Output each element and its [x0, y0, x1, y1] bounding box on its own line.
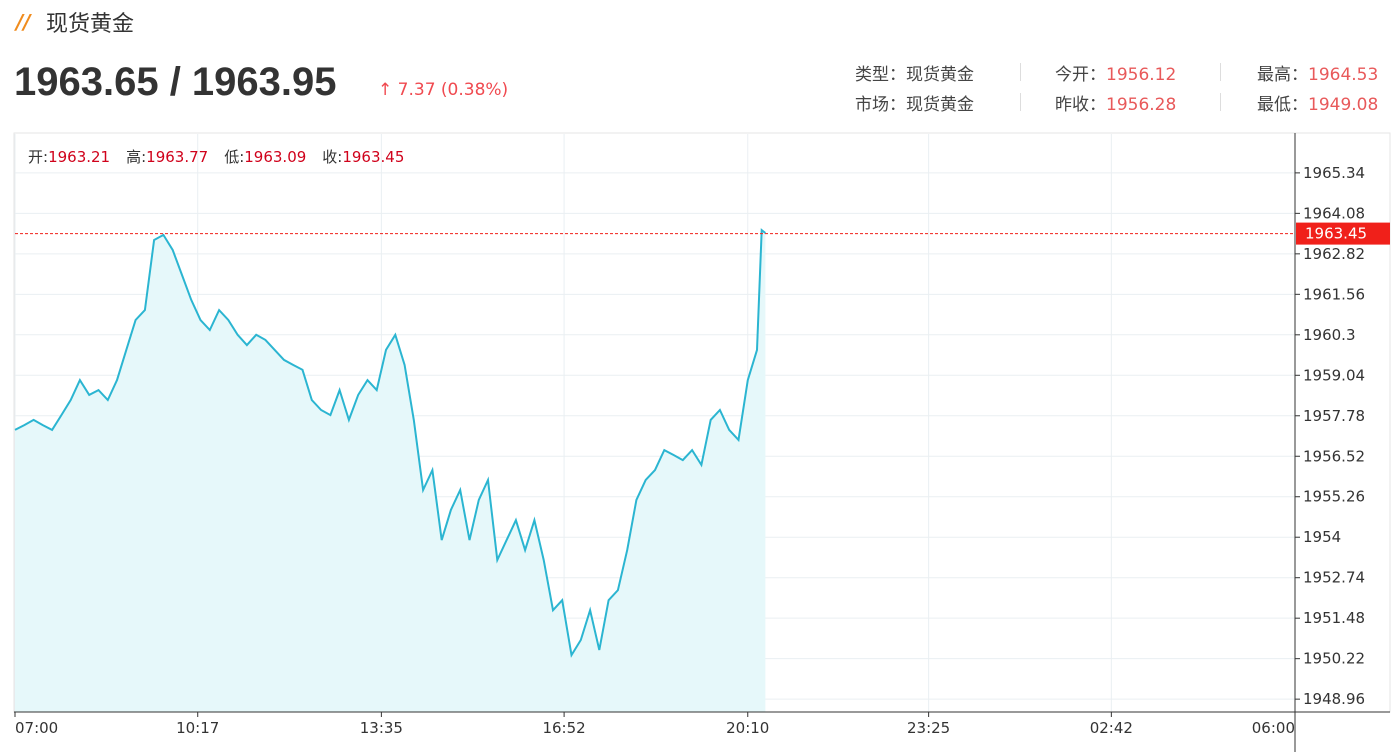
info-item: 昨收：1956.28: [1055, 90, 1176, 115]
change-value: 7.37 (0.38%): [397, 80, 509, 100]
info-value: 1956.28: [1106, 95, 1177, 115]
ohlc-label: 收:: [322, 148, 342, 166]
y-tick-label: 1965.34: [1303, 164, 1365, 182]
y-tick-label: 1956.52: [1303, 447, 1365, 465]
y-tick-label: 1964.08: [1303, 204, 1365, 222]
info-item: 今开：1956.12: [1055, 60, 1176, 85]
info-value: 1949.08: [1308, 95, 1379, 115]
y-tick-label: 1954: [1303, 528, 1341, 546]
info-value: 现货黄金: [906, 65, 974, 85]
ohlc-value: 1963.21: [48, 148, 110, 166]
info-label: 昨收：: [1055, 95, 1106, 115]
info-value: 现货黄金: [906, 95, 974, 115]
price: 1963.65 / 1963.95: [14, 60, 337, 104]
y-tick-label: 1959.04: [1303, 366, 1365, 384]
info-label: 市场：: [855, 95, 906, 115]
y-tick-label: 1960.3: [1303, 326, 1356, 344]
separator: [1220, 93, 1221, 111]
separator: [1020, 93, 1021, 111]
y-tick-label: 1955.26: [1303, 488, 1365, 506]
y-tick-label: 1948.96: [1303, 690, 1365, 708]
last-price-label: 1963.45: [1305, 225, 1367, 243]
ohlc-value: 1963.09: [244, 148, 306, 166]
area: [15, 230, 766, 712]
ohlc-value: 1963.77: [146, 148, 208, 166]
y-tick-label: 1957.78: [1303, 407, 1365, 425]
info-item: 最高：1964.53: [1257, 60, 1378, 85]
y-tick-label: 1951.48: [1303, 609, 1365, 627]
x-tick-label: 20:10: [726, 719, 769, 737]
y-tick-label: 1952.74: [1303, 569, 1365, 587]
y-tick-label: 1962.82: [1303, 245, 1365, 263]
logo: //: [16, 10, 31, 34]
y-tick-label: 1961.56: [1303, 285, 1365, 303]
y-tick-label: 1950.22: [1303, 650, 1365, 668]
info-label: 今开：: [1055, 65, 1106, 85]
x-tick-label: 06:00: [1252, 719, 1295, 737]
ohlc-label: 高:: [126, 148, 146, 166]
price-line: [14, 228, 767, 658]
separator: [1020, 63, 1021, 81]
info-item: 市场：现货黄金: [855, 90, 974, 115]
info-label: 类型：: [855, 65, 906, 85]
ohlc-label: 低:: [224, 148, 244, 166]
info-label: 最高：: [1257, 65, 1308, 85]
info-item: 类型：现货黄金: [855, 60, 974, 85]
x-tick-label: 16:52: [542, 719, 585, 737]
x-tick-label: 13:35: [360, 719, 403, 737]
info-value: 1956.12: [1106, 65, 1177, 85]
separator: [1220, 63, 1221, 81]
x-tick-label: 10:17: [176, 719, 219, 737]
info-label: 最低：: [1257, 95, 1308, 115]
ohlc-value: 1963.45: [342, 148, 404, 166]
info-value: 1964.53: [1308, 65, 1379, 85]
x-tick-label: 02:42: [1090, 719, 1133, 737]
ohlc-label: 开:: [28, 148, 48, 166]
x-tick-label: 23:25: [907, 719, 950, 737]
last-price-box: [1296, 222, 1390, 245]
info-item: 最低：1949.08: [1257, 90, 1378, 115]
title: 现货黄金: [46, 12, 135, 37]
x-tick-label: 07:00: [15, 719, 58, 737]
change: ↑ 7.37 (0.38%): [378, 80, 509, 100]
